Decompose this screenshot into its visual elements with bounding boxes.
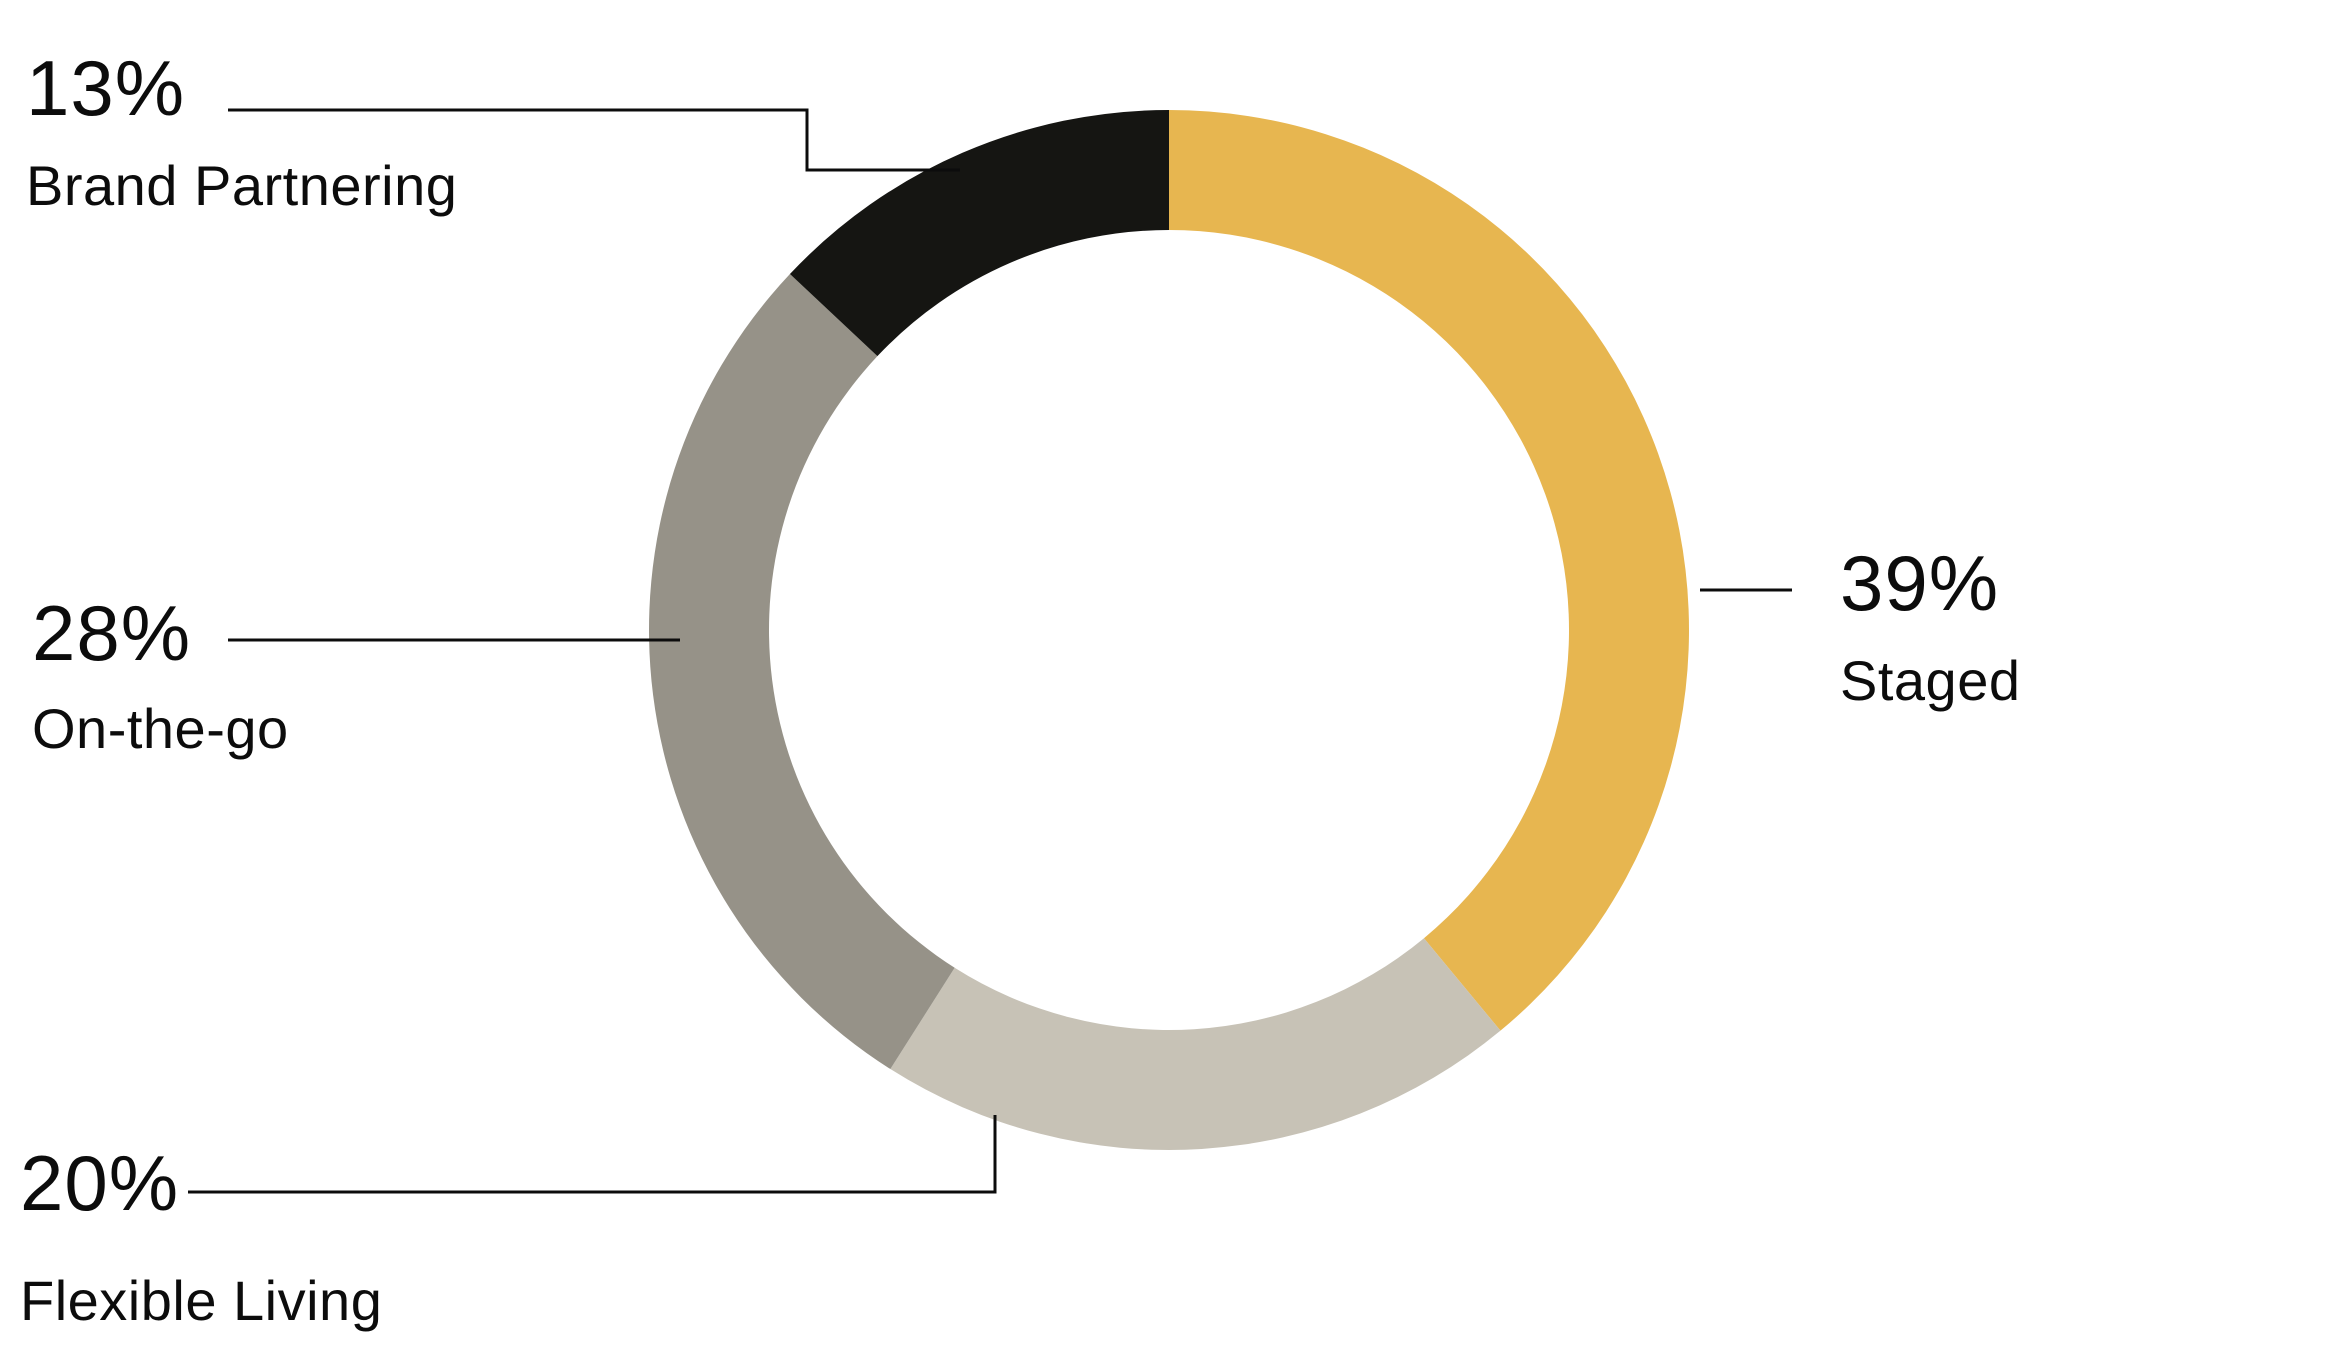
donut-chart-stage: 39% Staged 20% Flexible Living 28% On-the-go 1…	[0, 0, 2338, 1354]
slice-label-flexible-living: Flexible Living	[20, 1269, 382, 1332]
slice-label-on-the-go: On-the-go	[32, 697, 289, 760]
donut-slice-on-the-go	[649, 274, 955, 1069]
donut-chart-svg: 39% Staged 20% Flexible Living 28% On-the-go 1…	[0, 0, 2338, 1354]
slice-percent-brand-partnering: 13%	[26, 44, 185, 132]
slice-label-brand-partnering: Brand Partnering	[26, 154, 457, 217]
slice-label-staged: Staged	[1840, 649, 2021, 712]
slice-percent-staged: 39%	[1840, 539, 1999, 627]
donut-slice-staged	[1169, 110, 1689, 1031]
slice-percent-flexible-living: 20%	[20, 1139, 179, 1227]
donut-slice-flexible-living	[890, 938, 1500, 1150]
donut-slice-brand-partnering	[790, 110, 1169, 356]
leader-line-flexible-living	[188, 1115, 995, 1192]
slice-percent-on-the-go: 28%	[32, 589, 191, 677]
